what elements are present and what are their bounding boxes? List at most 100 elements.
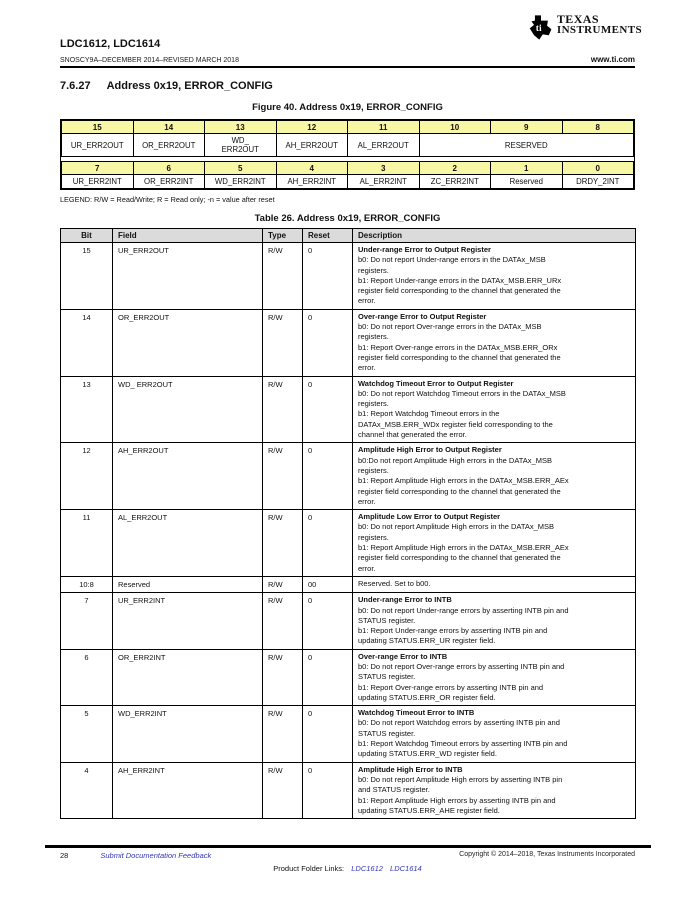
table-row: 4 AH_ERR2INT R/W 0 Amplitude High Error to I… <box>60 761 636 820</box>
description-body: b0: Do not report Amplitude High errors … <box>358 522 569 573</box>
reset-cell: 0 <box>302 592 353 650</box>
description-title: Over-range Error to Output Register <box>358 311 487 321</box>
description-cell: Watchdog Timeout Error to INTB b0: Do not… <box>352 705 636 763</box>
type-cell: R/W <box>262 509 303 577</box>
bit-number-cell: 15 <box>61 120 134 134</box>
type-cell: R/W <box>262 705 303 763</box>
product-link-ldc1614[interactable]: LDC1614 <box>390 864 422 873</box>
description-cell: Amplitude Low Error to Output Register b0… <box>352 509 636 577</box>
reset-cell: 0 <box>302 648 353 707</box>
doc-number: SNOSCY9A–DECEMBER 2014–REVISED MARCH 201… <box>60 57 239 64</box>
description-title: Amplitude Low Error to Output Register <box>358 512 501 522</box>
bit-number-cell: 9 <box>490 120 563 134</box>
column-header-type: Type <box>262 228 303 243</box>
description-cell: Over-range Error to Output Register b0: D… <box>352 308 636 377</box>
bit-cell: 6 <box>60 648 113 707</box>
table-row: 13 WD_ ERR2OUT R/W 0 Watchdog Timeout Error … <box>60 375 636 444</box>
bit-field-cell: UR_ERR2OUT <box>61 133 134 157</box>
reset-cell: 0 <box>302 509 353 577</box>
ti-logo: ti TEXAS INSTRUMENTS <box>528 12 642 41</box>
table-row: 5 WD_ERR2INT R/W 0 Watchdog Timeout Error to… <box>60 705 636 763</box>
description-cell: Under-range Error to Output Register b0: … <box>352 242 636 310</box>
ti-logo-wordmark: TEXAS INSTRUMENTS <box>556 12 642 36</box>
bit-field-cell: DRDY_2INT <box>561 174 634 189</box>
bit-cell: 14 <box>60 308 113 377</box>
table-row: 12 AH_ERR2OUT R/W 0 Amplitude High Error to … <box>60 442 636 511</box>
bit-field-cell: AH_ERR2INT <box>275 174 348 189</box>
description-cell: Amplitude High Error to Output Register b… <box>352 442 636 511</box>
bit-cell: 15 <box>60 242 113 310</box>
bit-number-cell: 12 <box>275 120 348 134</box>
description-body: b0: Do not report Over-range errors by a… <box>358 661 565 702</box>
type-cell: R/W <box>262 648 303 707</box>
field-cell: AL_ERR2OUT <box>112 509 263 577</box>
ti-website-link[interactable]: www.ti.com <box>590 55 635 64</box>
table-row: 6 OR_ERR2INT R/W 0 Over-range Error to INTB b… <box>60 648 636 707</box>
product-links-label: Product Folder Links: <box>273 864 345 873</box>
column-header-bit: Bit <box>60 228 113 243</box>
bit-cell: 10:8 <box>60 575 113 594</box>
reset-cell: 0 <box>302 308 353 377</box>
page-content: 7.6.27 Address 0x19, ERROR_CONFIG Figure … <box>60 80 636 820</box>
bit-field-cell: WD_ERR2INT <box>204 174 277 189</box>
field-cell: UR_ERR2INT <box>112 592 263 650</box>
description-title: Watchdog Timeout Error to INTB <box>358 708 475 718</box>
field-cell: AH_ERR2INT <box>112 761 263 820</box>
footer-rule <box>45 845 651 848</box>
bit-number-cell: 1 <box>490 161 563 175</box>
table-row: 10:8 Reserved R/W 00 Reserved. Set to b00. <box>60 575 636 594</box>
bit-field-cell: AH_ERR2OUT <box>275 133 348 157</box>
bit-field-cell: Reserved <box>490 174 563 189</box>
header-rule <box>60 66 635 68</box>
description-body: b0: Do not report Watchdog Timeout error… <box>358 388 566 440</box>
description-cell: Under-range Error to INTB b0: Do not repo… <box>352 592 636 650</box>
type-cell: R/W <box>262 242 303 310</box>
bit-cell: 7 <box>60 592 113 650</box>
footer-line1: 28 Submit Documentation Feedback Copyrig… <box>60 851 635 860</box>
bit-cell: 12 <box>60 442 113 511</box>
product-link-ldc1612[interactable]: LDC1612 <box>351 864 383 873</box>
bit-number-cell: 7 <box>61 161 134 175</box>
type-cell: R/W <box>262 592 303 650</box>
register-bitmap-row: 15 14 13 12 11 10 9 8 UR_ERR2OUT OR_ERR2OUT WD_ ER… <box>61 120 634 157</box>
table-caption: Table 26. Address 0x19, ERROR_CONFIG <box>254 213 441 224</box>
description-title: Amplitude High Error to INTB <box>358 764 463 774</box>
table-row: 7 UR_ERR2INT R/W 0 Under-range Error to INTB… <box>60 592 636 650</box>
description-body: Reserved. Set to b00. <box>358 578 431 588</box>
bit-number-cell: 10 <box>418 120 491 134</box>
bit-number-cell: 3 <box>347 161 420 175</box>
table-row: 14 OR_ERR2OUT R/W 0 Over-range Error to Outp… <box>60 308 636 377</box>
figure-legend: LEGEND: R/W = Read/Write; R = Read only;… <box>60 195 275 204</box>
description-body: b0: Do not report Watchdog errors by ass… <box>358 718 568 759</box>
part-numbers: LDC1612, LDC1614 <box>60 38 161 50</box>
bit-cell: 13 <box>60 375 113 444</box>
description-body: b0: Do not report Over-range errors in t… <box>358 322 561 373</box>
bit-cell: 5 <box>60 705 113 763</box>
type-cell: R/W <box>262 442 303 511</box>
submit-feedback-link[interactable]: Submit Documentation Feedback <box>100 851 212 860</box>
column-header-field: Field <box>112 228 263 243</box>
field-cell: Reserved <box>112 575 263 594</box>
register-figure: 15 14 13 12 11 10 9 8 UR_ERR2OUT OR_ERR2OUT WD_ ER… <box>60 119 635 190</box>
table-row: 15 UR_ERR2OUT R/W 0 Under-range Error to Out… <box>60 242 636 310</box>
description-cell: Over-range Error to INTB b0: Do not repor… <box>352 648 636 707</box>
type-cell: R/W <box>262 761 303 820</box>
description-cell: Watchdog Timeout Error to Output Registe… <box>352 375 636 444</box>
description-body: b0:Do not report Amplitude High errors i… <box>358 455 569 506</box>
description-title: Amplitude High Error to Output Register <box>358 445 502 455</box>
reset-cell: 0 <box>302 705 353 763</box>
bit-field-cell: OR_ERR2INT <box>132 174 205 189</box>
type-cell: R/W <box>262 375 303 444</box>
page-number: 28 <box>60 851 69 860</box>
bit-number-cell: 8 <box>561 120 634 134</box>
bit-number-cell: 0 <box>561 161 634 175</box>
field-cell: AH_ERR2OUT <box>112 442 263 511</box>
type-cell: R/W <box>262 308 303 377</box>
figure-caption: Figure 40. Address 0x19, ERROR_CONFIG <box>252 102 443 113</box>
column-header-reset: Reset <box>302 228 353 243</box>
register-bitmap-row: 7 6 5 4 3 2 1 0 UR_ERR2INT OR_ERR2INT WD_ERR2INT AH… <box>61 161 634 189</box>
bit-field-cell: RESERVED <box>418 133 634 157</box>
description-title: Over-range Error to INTB <box>358 651 448 661</box>
logo-line1: TEXAS <box>556 12 599 26</box>
